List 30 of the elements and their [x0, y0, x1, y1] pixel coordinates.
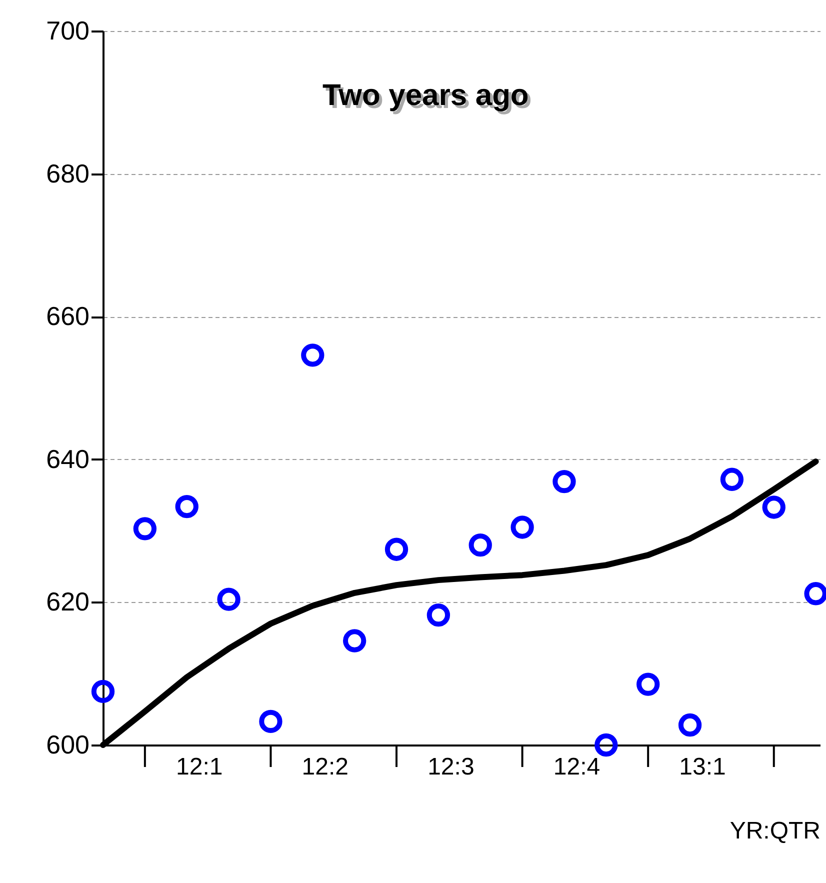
point — [426, 603, 450, 627]
y-tick-label: 660 — [46, 301, 90, 332]
point — [384, 538, 408, 561]
point — [91, 680, 115, 704]
point — [175, 494, 198, 518]
point — [301, 344, 324, 367]
x-tick-label: 12:3 — [428, 754, 474, 780]
point — [468, 534, 492, 557]
x-tick-label: 12:2 — [302, 754, 349, 780]
y-tick-label: 600 — [46, 730, 90, 760]
point — [217, 588, 240, 611]
point — [259, 710, 282, 734]
point — [552, 470, 576, 494]
point — [804, 582, 826, 606]
y-tick-label: 700 — [46, 16, 90, 46]
point — [636, 672, 660, 696]
point — [678, 713, 702, 737]
y-tick-label: 680 — [46, 158, 90, 188]
x-tick-label: 12:1 — [176, 754, 223, 780]
point — [594, 733, 618, 757]
point — [133, 517, 157, 540]
point — [762, 496, 786, 519]
y-tick-label: 620 — [46, 586, 90, 617]
point — [510, 516, 534, 539]
x-axis-title: YR:QTR — [730, 818, 820, 844]
y-tick-label: 640 — [46, 444, 90, 474]
point — [342, 629, 366, 652]
point — [720, 468, 744, 491]
x-tick-label: 13:1 — [679, 754, 726, 780]
x-tick-label: 12:4 — [553, 754, 600, 780]
